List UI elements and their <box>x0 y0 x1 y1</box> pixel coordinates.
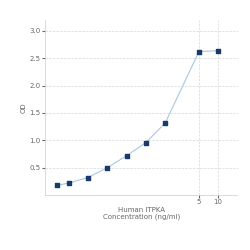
Point <box>56 184 60 188</box>
Y-axis label: OD: OD <box>21 102 27 113</box>
X-axis label: Human ITPKA
Concentration (ng/ml): Human ITPKA Concentration (ng/ml) <box>103 206 180 220</box>
Point <box>105 166 109 170</box>
Point <box>144 140 148 144</box>
Point <box>86 176 90 180</box>
Point <box>197 50 201 54</box>
Point <box>67 181 71 185</box>
Point <box>125 154 129 158</box>
Point <box>163 121 167 125</box>
Point <box>216 48 220 53</box>
